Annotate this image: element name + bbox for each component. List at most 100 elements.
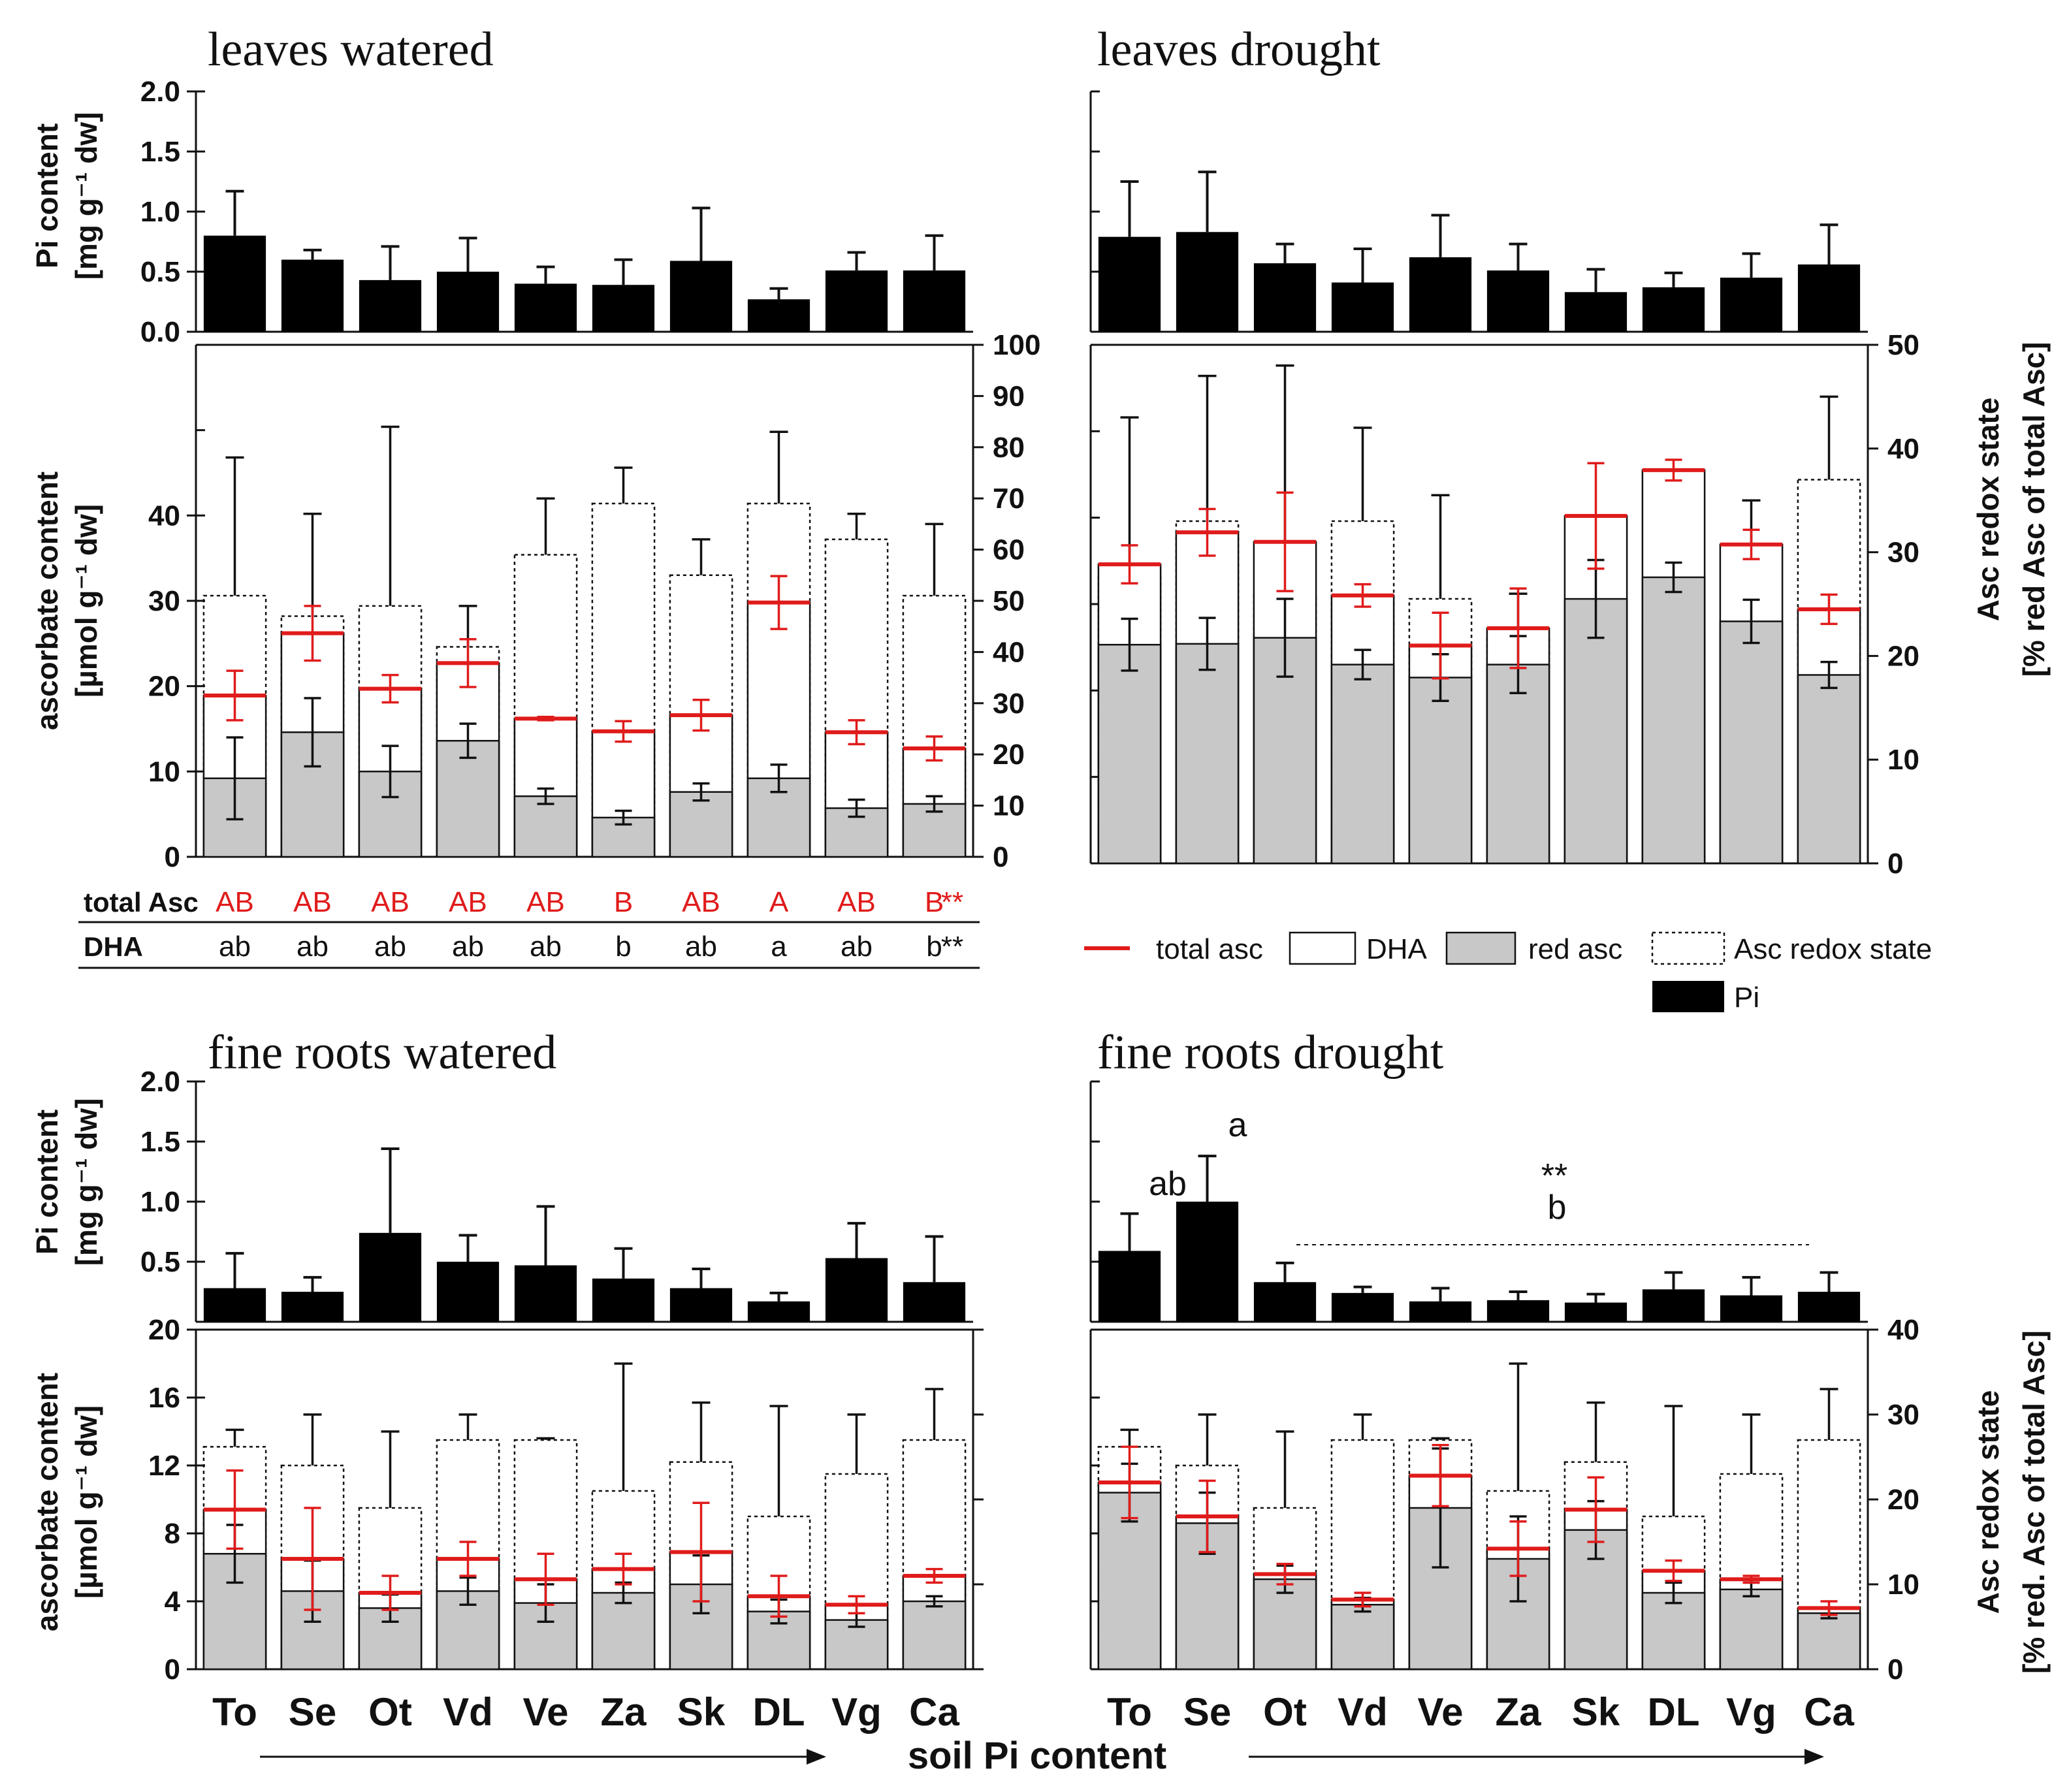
p2-redox-bar-2 xyxy=(358,1507,423,1671)
sig-dha-letter-2: ab xyxy=(374,931,406,963)
svg-text:Asc redox state: Asc redox state xyxy=(1971,398,2005,622)
sig-total-stars: ** xyxy=(941,886,963,918)
ylabel-pi-leaves: Pi content [mg g⁻¹ dw] xyxy=(30,112,103,280)
p0-redox-bar-4 xyxy=(513,554,578,858)
p2-category-8: Vg xyxy=(831,1690,882,1734)
p0-pi-bar-9 xyxy=(903,270,966,332)
p2-asc-ticklabel-2: 8 xyxy=(165,1518,180,1550)
p3-redasc-bar-3 xyxy=(1330,1603,1395,1671)
p0-pi-bar-2 xyxy=(359,280,422,332)
p2-pi-bar-7 xyxy=(747,1301,810,1322)
p0-pi-ticklabel-3: 1.5 xyxy=(140,136,180,168)
p0-pi-bar-0 xyxy=(203,235,266,332)
p2-pi-bar-3 xyxy=(436,1262,500,1322)
p0-redasc-bar-6 xyxy=(669,791,733,858)
svg-text:[µmol g⁻¹ dw]: [µmol g⁻¹ dw] xyxy=(69,1405,103,1599)
p1-redasc-bar-5 xyxy=(1486,664,1550,865)
legend-pi-label: Pi xyxy=(1734,982,1759,1014)
p1-redasc-bar-1 xyxy=(1175,643,1240,865)
p1-pi-bar-4 xyxy=(1409,257,1472,332)
legend-dha-label: DHA xyxy=(1366,933,1428,965)
p3-pi-bar-5 xyxy=(1486,1300,1550,1322)
p3-category-7: DL xyxy=(1648,1690,1700,1734)
p0-asc-ticklabel-3: 30 xyxy=(148,585,180,617)
p0-pi-ticklabel-1: 0.5 xyxy=(140,256,180,288)
p0-redox-ticklabel-10: 100 xyxy=(993,329,1040,361)
p2-asc-ticklabel-4: 16 xyxy=(148,1382,180,1414)
p0-redox-ticklabel-9: 90 xyxy=(993,380,1025,412)
p0-asc-ticklabel-4: 40 xyxy=(148,500,180,532)
p1-redox-ticklabel-3: 30 xyxy=(1887,537,1919,569)
sig-dha-letter-4: ab xyxy=(530,931,562,963)
p1-pi-bar-3 xyxy=(1331,282,1394,332)
p1-redasc-bar-3 xyxy=(1330,664,1395,865)
p3-redasc-bar-2 xyxy=(1253,1578,1317,1671)
ylabel-pi-roots: Pi content [mg g⁻¹ dw] xyxy=(30,1098,103,1266)
p1-redasc-bar-8 xyxy=(1719,620,1784,865)
sig-total-letter-8: AB xyxy=(837,886,876,918)
sig-total-letter-5: B xyxy=(614,886,633,918)
legend-redox-label: Asc redox state xyxy=(1734,933,1932,965)
p2-pi-bar-5 xyxy=(592,1278,655,1322)
p2-category-7: DL xyxy=(753,1690,805,1734)
p0-redox-ticklabel-1: 10 xyxy=(993,790,1025,822)
p2-category-1: Se xyxy=(289,1690,336,1734)
p3-redox-ticklabel-3: 30 xyxy=(1887,1399,1919,1431)
p0-asc-ticklabel-0: 0 xyxy=(165,841,180,873)
sig-dha-letter-8: ab xyxy=(841,931,873,963)
svg-text:[mg g⁻¹ dw]: [mg g⁻¹ dw] xyxy=(69,112,103,280)
p3-pi-bar-7 xyxy=(1642,1289,1705,1322)
annot-rest: b xyxy=(1548,1189,1567,1226)
p3-redasc-bar-7 xyxy=(1641,1592,1706,1671)
p2-redasc-bar-5 xyxy=(591,1592,656,1671)
p1-redasc-bar-4 xyxy=(1408,677,1473,865)
p0-pi-ticklabel-2: 1.0 xyxy=(140,196,180,228)
p0-redasc-bar-4 xyxy=(513,795,578,858)
sig-total-letter-6: AB xyxy=(682,886,720,918)
p2-asc-ticklabel-0: 0 xyxy=(165,1654,180,1686)
p1-pi-bar-6 xyxy=(1564,292,1628,332)
p3-pi-bar-4 xyxy=(1409,1301,1472,1322)
sig-dha-letter-9: b xyxy=(926,931,942,963)
p0-pi-bar-3 xyxy=(436,272,500,332)
p3-pi-bar-0 xyxy=(1098,1251,1161,1322)
sig-dha-letter-0: ab xyxy=(219,931,251,963)
p2-redasc-bar-2 xyxy=(358,1607,423,1671)
p2-asc-ticklabel-5: 20 xyxy=(148,1314,180,1346)
ylabel-redox-leaves: Asc redox state [% red Asc of total Asc] xyxy=(1971,342,2051,677)
p2-pi-bar-2 xyxy=(359,1232,422,1322)
legend-red-swatch xyxy=(1445,931,1516,965)
p0-pi-ticklabel-4: 2.0 xyxy=(140,76,180,108)
p3-redasc-bar-9 xyxy=(1797,1612,1861,1671)
sig-total-label: total Asc xyxy=(84,887,199,918)
p0-pi-bar-5 xyxy=(592,285,655,332)
svg-text:ascorbate content: ascorbate content xyxy=(30,1373,64,1631)
p0-asc-ticklabel-1: 10 xyxy=(148,756,180,788)
p0-redox-ticklabel-2: 20 xyxy=(993,739,1025,771)
svg-text:Asc redox state: Asc redox state xyxy=(1971,1390,2005,1614)
p3-category-9: Ca xyxy=(1804,1690,1854,1734)
title-roots-watered: fine roots watered xyxy=(208,1026,556,1080)
p1-redox-ticklabel-1: 10 xyxy=(1887,744,1919,776)
p2-pi-bar-0 xyxy=(203,1288,266,1322)
p2-pi-ticklabel-0: 0.5 xyxy=(140,1246,180,1278)
p2-category-0: To xyxy=(212,1690,257,1734)
sig-total-letter-9: B xyxy=(925,886,944,918)
p0-asc-ticklabel-2: 20 xyxy=(148,671,180,703)
p0-pi-bar-4 xyxy=(514,283,577,332)
p1-redasc-bar-7 xyxy=(1641,576,1706,865)
p2-redox-bar-7 xyxy=(746,1515,811,1671)
p0-redasc-bar-3 xyxy=(436,740,500,858)
p1-pi-bar-5 xyxy=(1486,270,1550,332)
p1-pi-bar-7 xyxy=(1642,287,1705,332)
p0-pi-bar-7 xyxy=(747,299,810,332)
p1-redox-ticklabel-4: 40 xyxy=(1887,433,1919,465)
p2-category-3: Vd xyxy=(443,1690,493,1734)
sig-dha-stars: ** xyxy=(941,931,963,963)
p2-pi-bar-1 xyxy=(281,1292,344,1322)
p0-redox-ticklabel-8: 80 xyxy=(993,432,1025,464)
p2-pi-bar-6 xyxy=(669,1288,733,1322)
sig-total-letter-4: AB xyxy=(526,886,565,918)
p2-category-4: Ve xyxy=(522,1690,568,1734)
sig-letters: AB AB AB AB AB B AB A AB Bab ab ab ab ab b ab a ab b xyxy=(216,886,944,963)
